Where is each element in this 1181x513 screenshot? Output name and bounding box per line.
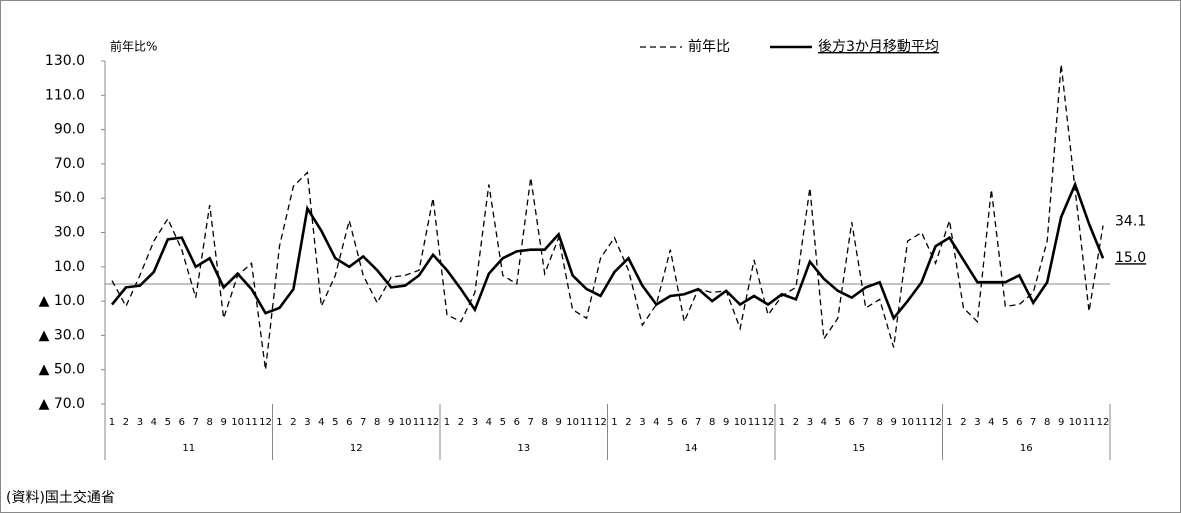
x-tick-label: 4 [486,417,492,428]
x-tick-label: 12 [929,417,942,428]
x-tick-label: 5 [332,417,338,428]
x-tick-label: 9 [1058,417,1064,428]
x-tick-label: 11 [915,417,928,428]
x-tick-label: 1 [109,417,115,428]
x-tick-label: 8 [1044,417,1050,428]
source-note: (資料)国土交通省 [6,489,115,506]
y-tick-label: 130.0 [45,53,85,69]
x-tick-label: 10 [901,417,914,428]
x-tick-label: 12 [259,417,272,428]
x-tick-label: 12 [427,417,440,428]
x-tick-label: 3 [974,417,980,428]
x-tick-label: 2 [793,417,799,428]
x-tick-label: 2 [625,417,631,428]
x-tick-label: 7 [360,417,366,428]
x-tick-label: 11 [580,417,593,428]
x-group-label: 16 [1020,443,1033,454]
legend-label: 後方3か月移動平均 [818,39,939,55]
x-tick-label: 2 [123,417,129,428]
x-tick-label: 1 [444,417,450,428]
x-tick-label: 8 [542,417,548,428]
x-tick-label: 1 [779,417,785,428]
x-tick-label: 9 [890,417,896,428]
x-tick-label: 10 [399,417,412,428]
x-group-label: 11 [182,443,195,454]
x-tick-label: 9 [555,417,561,428]
x-group-label: 13 [517,443,530,454]
x-tick-label: 2 [290,417,296,428]
x-tick-label: 11 [1083,417,1096,428]
x-tick-label: 8 [374,417,380,428]
y-tick-label: 10.0 [54,259,85,275]
x-tick-label: 8 [709,417,715,428]
y-axis-label: 前年比% [110,39,157,54]
x-tick-label: 7 [193,417,199,428]
x-tick-label: 6 [849,417,855,428]
x-tick-label: 3 [472,417,478,428]
x-tick-label: 7 [1030,417,1036,428]
x-tick-label: 1 [276,417,282,428]
x-tick-label: 8 [207,417,213,428]
x-tick-label: 9 [220,417,226,428]
y-tick-label: ▲ 50.0 [39,362,85,378]
x-group-label: 12 [350,443,363,454]
y-tick-label: 90.0 [54,122,85,138]
x-tick-label: 3 [137,417,143,428]
x-tick-label: 5 [1002,417,1008,428]
x-tick-label: 5 [835,417,841,428]
x-tick-label: 6 [514,417,520,428]
x-tick-label: 5 [500,417,506,428]
y-tick-label: 110.0 [45,87,85,103]
y-tick-label: 50.0 [54,190,85,206]
x-tick-label: 2 [960,417,966,428]
x-tick-label: 4 [653,417,659,428]
x-tick-label: 3 [807,417,813,428]
x-tick-label: 3 [639,417,645,428]
x-tick-label: 9 [723,417,729,428]
x-tick-label: 4 [318,417,324,428]
x-tick-label: 12 [762,417,775,428]
series-line [111,64,1104,370]
x-tick-label: 4 [988,417,994,428]
x-tick-label: 5 [165,417,171,428]
x-tick-label: 7 [528,417,534,428]
x-tick-label: 7 [695,417,701,428]
x-tick-label: 12 [1097,417,1110,428]
x-group-label: 15 [852,443,865,454]
x-group-label: 14 [685,443,698,454]
legend-label: 前年比 [688,38,730,55]
series-line [110,180,1105,321]
x-tick-label: 3 [304,417,310,428]
x-tick-label: 2 [458,417,464,428]
x-tick-label: 6 [1016,417,1022,428]
x-tick-label: 5 [667,417,673,428]
x-tick-label: 4 [821,417,827,428]
x-tick-label: 10 [734,417,747,428]
x-tick-label: 12 [594,417,607,428]
value-label: 15.0 [1115,250,1146,266]
x-tick-label: 10 [566,417,579,428]
value-label: 34.1 [1115,213,1146,229]
x-tick-label: 6 [179,417,185,428]
x-tick-label: 4 [151,417,157,428]
y-tick-label: ▲ 70.0 [39,396,85,412]
y-tick-label: 70.0 [54,156,85,172]
y-tick-label: ▲ 10.0 [39,293,85,309]
x-tick-label: 10 [1069,417,1082,428]
x-tick-label: 8 [877,417,883,428]
x-tick-label: 10 [231,417,244,428]
x-tick-label: 1 [946,417,952,428]
x-tick-label: 7 [863,417,869,428]
x-tick-label: 6 [346,417,352,428]
y-tick-label: 30.0 [54,225,85,241]
x-tick-label: 9 [388,417,394,428]
y-tick-label: ▲ 30.0 [39,327,85,343]
x-tick-label: 11 [413,417,426,428]
x-tick-label: 11 [245,417,258,428]
x-tick-label: 6 [681,417,687,428]
x-tick-label: 11 [748,417,761,428]
x-tick-label: 1 [611,417,617,428]
